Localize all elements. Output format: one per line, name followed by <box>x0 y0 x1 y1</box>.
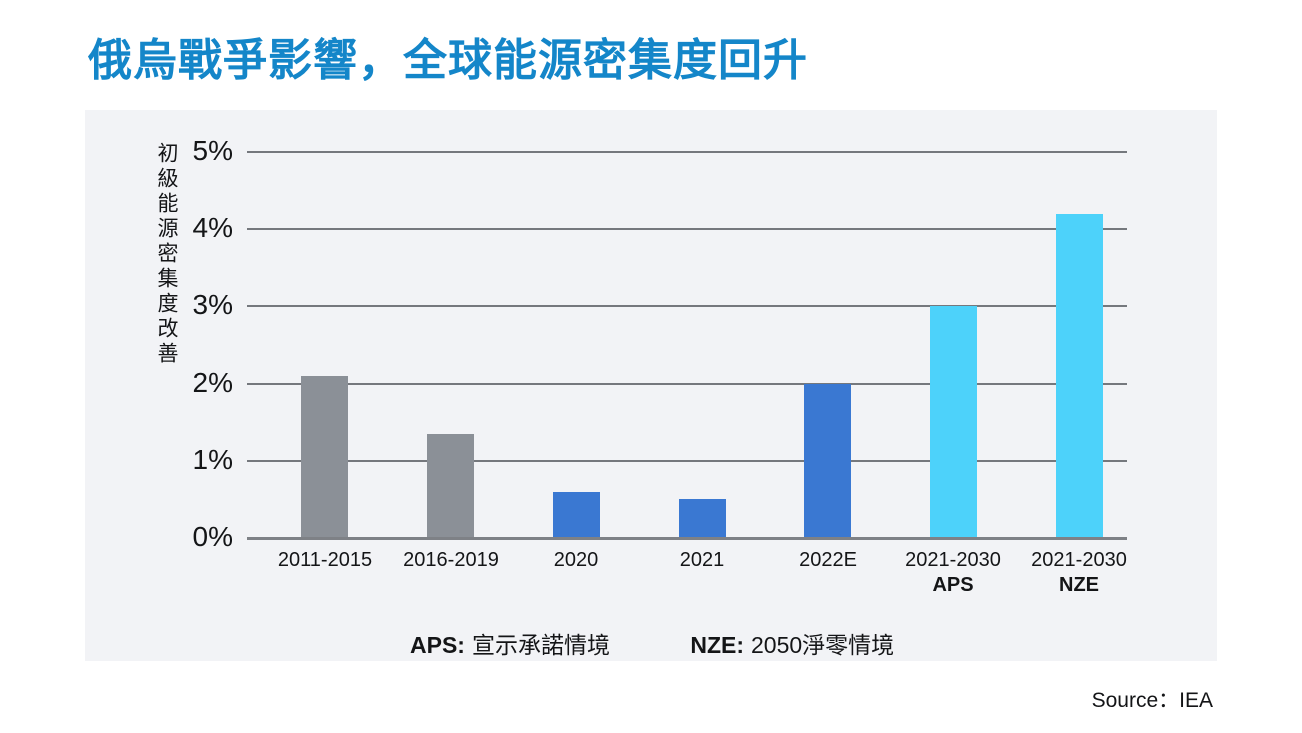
chart-panel: 初級能源密集度改善 APS: 宣示承諾情境 NZE: 2050淨零情境 0% 1% 2%… <box>85 110 1217 661</box>
y-axis-title: 初級能源密集度改善 <box>155 142 178 367</box>
x-category-label-3: 2021 <box>627 548 777 573</box>
x-category-label-5: 2021-2030 APS <box>878 548 1028 598</box>
x-category-label-text: 2021-2030 <box>905 549 1001 571</box>
gridline-5% <box>247 151 1127 153</box>
footnote-nze: NZE: 2050淨零情境 <box>690 632 894 658</box>
bar-2021-2030-NZE <box>1056 214 1103 538</box>
x-axis-line <box>247 537 1127 540</box>
footnote-aps-abbr: APS: <box>410 632 465 658</box>
x-category-label-4: 2022E <box>753 548 903 573</box>
x-category-label-text: 2011-2015 <box>277 549 373 571</box>
footnote-aps: APS: 宣示承諾情境 <box>410 632 616 658</box>
gridline-4% <box>247 228 1127 231</box>
y-tick-label-0%: 0% <box>192 521 233 552</box>
x-category-label-text: 2021-2030 <box>1031 549 1127 571</box>
x-category-sublabel-text: APS <box>932 574 974 596</box>
page-title: 俄烏戰爭影響，全球能源密集度回升 <box>88 36 808 85</box>
x-category-label-text: 2022E <box>799 549 857 571</box>
gridline-3% <box>247 305 1127 308</box>
y-tick-label-2%: 2% <box>192 366 233 398</box>
gridline-2% <box>247 382 1127 385</box>
gridline-1% <box>247 459 1127 462</box>
x-category-label-2: 2020 <box>501 548 651 573</box>
bar-2020 <box>553 492 600 538</box>
bar-2021-2030-APS <box>930 306 977 538</box>
bar-2016-2019 <box>427 434 474 538</box>
x-category-sublabel-text: NZE <box>1059 574 1099 596</box>
x-category-label-6: 2021-2030 NZE <box>1004 548 1154 598</box>
y-tick-label-4%: 4% <box>192 212 233 244</box>
bar-2021 <box>679 499 726 538</box>
footnote: APS: 宣示承諾情境 NZE: 2050淨零情境 <box>410 626 894 660</box>
x-category-label-text: 2016-2019 <box>403 549 499 571</box>
footnote-aps-text: 宣示承諾情境 <box>471 632 610 658</box>
x-category-label-text: 2020 <box>553 549 599 571</box>
source-label: Source：IEA <box>1091 689 1213 712</box>
bar-2011-2015 <box>301 376 348 538</box>
footnote-nze-abbr: NZE: <box>690 632 745 658</box>
bar-2022E <box>804 384 851 538</box>
footnote-nze-text: 2050淨零情境 <box>751 632 895 658</box>
y-tick-label-5%: 5% <box>192 135 233 166</box>
x-category-label-0: 2011-2015 <box>250 548 400 573</box>
y-tick-label-3%: 3% <box>192 289 233 321</box>
x-category-label-text: 2021 <box>679 549 725 571</box>
y-tick-label-1%: 1% <box>192 443 233 475</box>
x-category-label-1: 2016-2019 <box>376 548 526 573</box>
